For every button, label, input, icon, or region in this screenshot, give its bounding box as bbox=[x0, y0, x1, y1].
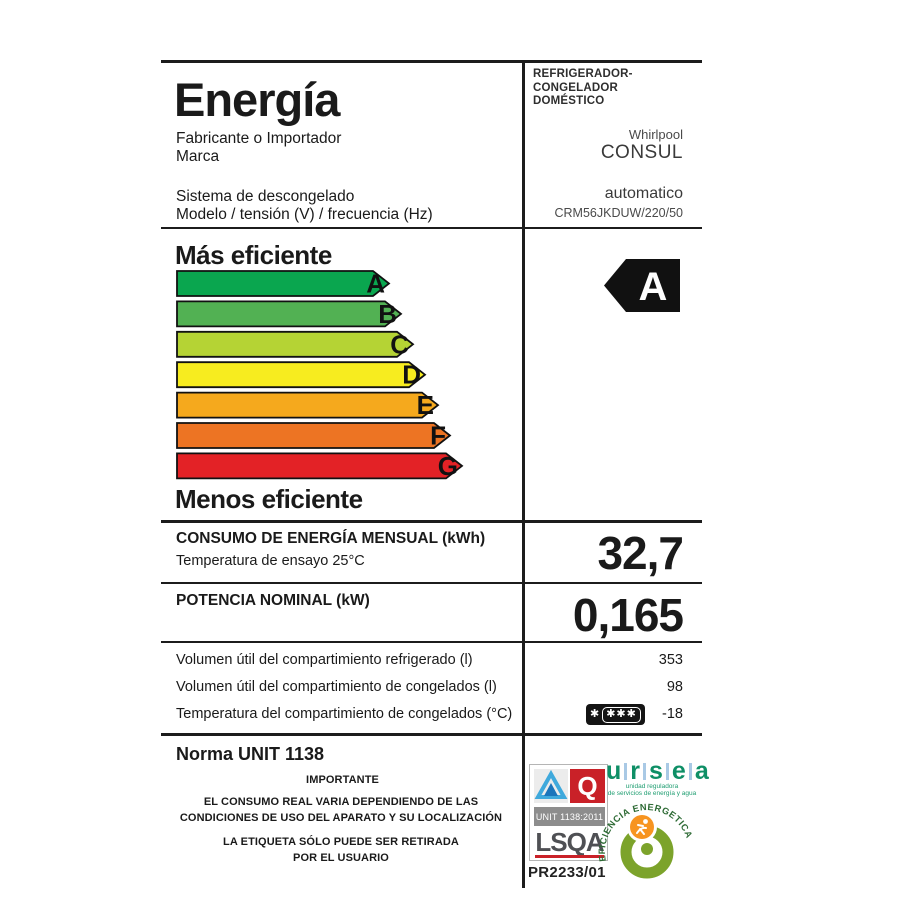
brand-value: CONSUL bbox=[600, 142, 683, 163]
notice1-line2: CONDICIONES DE USO DEL APARATO Y SU LOCA… bbox=[179, 812, 503, 824]
consumption-separator-line bbox=[161, 582, 702, 584]
scale-arrow-F bbox=[176, 422, 452, 449]
scale-arrow-letter-G: G bbox=[438, 451, 458, 481]
energy-efficiency-badge: EFICIENCIA ENERGETICA bbox=[598, 802, 694, 879]
model-value: CRM56JKDUW/220/50 bbox=[554, 206, 683, 220]
star-icon: ✱ bbox=[590, 708, 600, 720]
ursea-letter: s bbox=[649, 757, 663, 785]
runner-icon bbox=[636, 819, 648, 835]
scale-arrow-letter-B: B bbox=[378, 299, 397, 329]
ursea-letter: e bbox=[671, 757, 686, 785]
lsqa-red-underline bbox=[535, 855, 604, 858]
freezer-volume-value: 98 bbox=[666, 679, 683, 695]
rating-arrow: A bbox=[604, 259, 680, 312]
important-heading: IMPORTANTE bbox=[306, 774, 379, 786]
lsqa-q-icon: Q bbox=[570, 769, 605, 803]
header-separator-line bbox=[161, 227, 702, 229]
model-label: Modelo / tensión (V) / frecuencia (Hz) bbox=[176, 206, 433, 223]
freezer-volume-label: Volumen útil del compartimiento de conge… bbox=[176, 679, 497, 695]
manufacturer-value: Whirlpool bbox=[628, 127, 683, 142]
triple-star-icon: ✱✱✱ bbox=[602, 706, 641, 723]
star-rating-badge: ✱ ✱✱✱ bbox=[586, 704, 645, 725]
scale-arrow-letter-C: C bbox=[390, 329, 409, 359]
details-separator-line bbox=[161, 733, 702, 736]
ursea-tagline: unidad reguladora de servicios de energí… bbox=[607, 783, 697, 798]
standard-name: Norma UNIT 1138 bbox=[176, 744, 325, 764]
badge-center-dot bbox=[641, 843, 653, 855]
manufacturer-label: Fabricante o Importador bbox=[176, 130, 342, 147]
ursea-bar bbox=[688, 763, 692, 780]
more-efficient-label: Más eficiente bbox=[175, 240, 332, 270]
category-line3: DOMÉSTICO bbox=[533, 95, 605, 108]
top-border-line bbox=[161, 60, 702, 63]
fridge-volume-label: Volumen útil del compartimiento refriger… bbox=[176, 652, 473, 668]
consumption-label: CONSUMO DE ENERGÍA MENSUAL (kWh) bbox=[176, 530, 486, 547]
consumption-value: 32,7 bbox=[597, 527, 684, 579]
scale-arrow-G bbox=[176, 452, 464, 480]
lsqa-triangle-icon bbox=[534, 769, 568, 803]
scale-arrow-C bbox=[176, 330, 415, 358]
lsqa-standard-band: UNIT 1138:2011 bbox=[534, 807, 605, 826]
lsqa-logo-top-row: Q bbox=[534, 769, 605, 803]
scale-arrow-E bbox=[176, 391, 440, 419]
scale-arrow-D bbox=[176, 361, 427, 389]
ursea-bar bbox=[665, 763, 669, 780]
less-efficient-label: Menos eficiente bbox=[175, 484, 363, 514]
ursea-letter: r bbox=[630, 757, 641, 785]
column-divider-line bbox=[522, 60, 525, 888]
scale-arrow-letter-F: F bbox=[430, 421, 446, 451]
notice2-line2: POR EL USUARIO bbox=[293, 852, 389, 864]
lsqa-logo: Q UNIT 1138:2011 LSQA bbox=[529, 764, 608, 861]
defrost-value: automatico bbox=[604, 185, 683, 202]
scale-separator-line bbox=[161, 520, 702, 523]
scale-arrow-letter-D: D bbox=[402, 360, 421, 390]
fridge-volume-value: 353 bbox=[658, 652, 683, 668]
appliance-category: REFRIGERADOR- CONGELADOR DOMÉSTICO bbox=[533, 68, 633, 109]
category-line2: CONGELADOR bbox=[533, 81, 619, 94]
registration-code: PR2233/01 bbox=[528, 864, 606, 881]
rating-letter: A bbox=[639, 265, 668, 309]
power-separator-line bbox=[161, 641, 702, 643]
lsqa-name: LSQA bbox=[535, 827, 604, 857]
ursea-bar bbox=[643, 763, 647, 780]
scale-arrow-letter-E: E bbox=[417, 390, 434, 420]
scale-arrow-letter-A: A bbox=[366, 270, 385, 299]
brand-label: Marca bbox=[176, 148, 220, 165]
category-line1: REFRIGERADOR- bbox=[533, 68, 633, 80]
page-title: Energía bbox=[174, 73, 340, 126]
power-label: POTENCIA NOMINAL (kW) bbox=[176, 592, 370, 609]
badge-orange-circle bbox=[630, 815, 654, 839]
scale-arrow-B bbox=[176, 300, 403, 328]
freezer-temperature-value: -18 bbox=[662, 706, 683, 722]
defrost-label: Sistema de descongelado bbox=[176, 188, 355, 205]
notice2-line1: LA ETIQUETA SÓLO PUEDE SER RETIRADA bbox=[223, 836, 459, 848]
ursea-bar bbox=[624, 763, 628, 780]
notice1-line1: EL CONSUMO REAL VARIA DEPENDIENDO DE LAS bbox=[203, 796, 479, 808]
ursea-letter: u bbox=[606, 757, 622, 785]
power-value: 0,165 bbox=[572, 589, 684, 641]
rating-arrow-shape bbox=[604, 259, 680, 312]
consumption-sublabel: Temperatura de ensayo 25°C bbox=[176, 553, 365, 569]
scale-arrow-A bbox=[176, 270, 391, 297]
ursea-letter: a bbox=[694, 757, 709, 785]
freezer-temperature-label: Temperatura del compartimiento de congel… bbox=[176, 706, 513, 722]
